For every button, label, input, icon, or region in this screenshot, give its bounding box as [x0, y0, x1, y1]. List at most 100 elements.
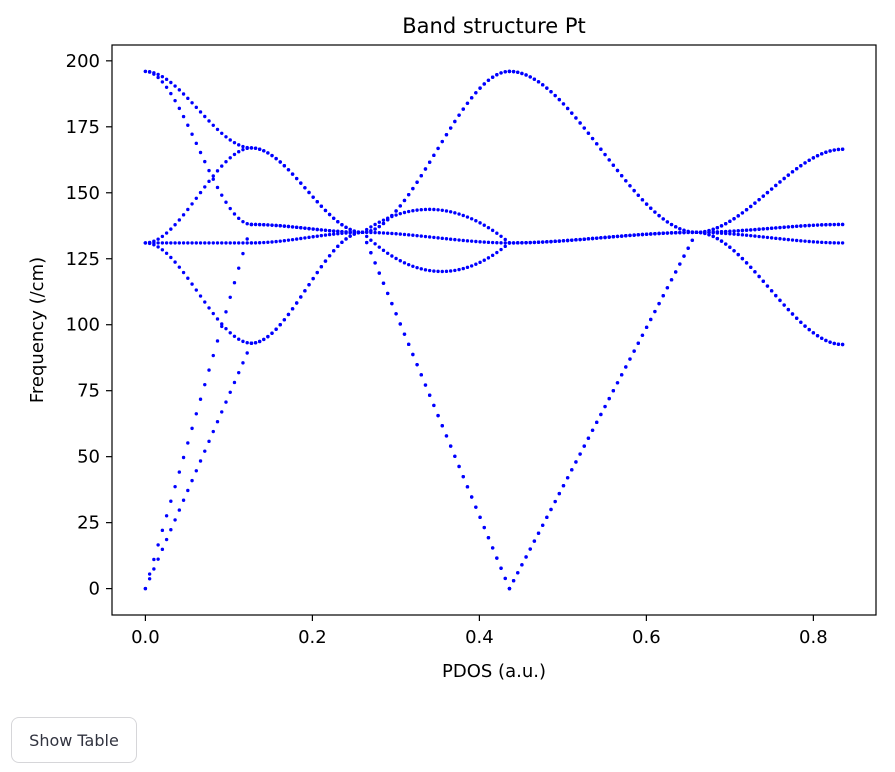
data-point [490, 546, 495, 550]
data-point [173, 241, 177, 245]
data-point [415, 265, 419, 270]
data-point [215, 339, 220, 343]
data-point [503, 576, 507, 581]
data-point [369, 251, 373, 255]
data-point [402, 210, 407, 215]
data-point [164, 537, 169, 542]
data-point [570, 238, 574, 242]
data-point [181, 455, 186, 460]
data-point [586, 131, 591, 135]
data-point [778, 180, 782, 184]
data-point [340, 240, 344, 245]
data-point [836, 241, 841, 245]
data-point [411, 233, 415, 237]
data-point [237, 241, 241, 245]
data-point [836, 222, 841, 227]
data-point [636, 341, 640, 345]
data-point [160, 528, 165, 533]
data-point [173, 260, 177, 264]
data-point [270, 223, 274, 227]
data-point [249, 146, 254, 150]
data-point [582, 444, 586, 448]
data-point [828, 241, 832, 245]
data-point [440, 269, 444, 274]
data-point [190, 241, 194, 245]
data-point [232, 281, 237, 285]
data-point [164, 241, 169, 245]
data-point [799, 164, 803, 168]
data-point [732, 229, 736, 233]
data-point [169, 241, 173, 245]
data-point [724, 242, 728, 246]
data-point [490, 75, 495, 79]
data-point [615, 381, 620, 385]
data-point [232, 152, 237, 157]
data-point [636, 193, 640, 198]
data-point [828, 340, 832, 344]
data-point [453, 237, 457, 242]
data-point [203, 114, 207, 119]
data-point [377, 220, 381, 224]
data-point [394, 232, 398, 236]
data-point [290, 237, 295, 242]
data-point [294, 176, 299, 181]
data-point [765, 190, 770, 195]
data-point [715, 230, 720, 234]
data-point [665, 286, 670, 290]
data-point [406, 233, 411, 237]
data-point [507, 586, 512, 591]
data-point [503, 244, 507, 249]
data-point [570, 111, 574, 115]
data-point [220, 410, 224, 414]
data-point [160, 248, 165, 252]
data-point [381, 221, 386, 226]
data-point [761, 235, 765, 239]
data-point [599, 147, 603, 151]
data-point [732, 249, 736, 253]
data-point [224, 135, 228, 139]
data-point [190, 101, 194, 105]
data-point [570, 468, 574, 472]
data-point [628, 184, 632, 188]
data-point [419, 373, 423, 377]
data-point [390, 213, 394, 218]
y-tick-label: 100 [66, 315, 100, 336]
data-point [423, 268, 428, 272]
data-point [482, 223, 486, 227]
data-point [532, 240, 537, 245]
data-point [220, 241, 224, 245]
data-point [385, 291, 390, 296]
data-point [398, 259, 402, 263]
data-point [373, 242, 377, 246]
data-point [224, 241, 228, 245]
data-point [828, 149, 832, 153]
data-point [394, 312, 398, 316]
data-point [327, 254, 332, 258]
data-point [465, 239, 470, 243]
data-point [220, 193, 224, 197]
data-point [640, 333, 645, 337]
data-point [299, 236, 303, 241]
show-table-button[interactable]: Show Table [11, 717, 137, 763]
data-point [674, 225, 678, 229]
data-point [511, 69, 516, 74]
data-point [815, 334, 820, 338]
data-point [319, 228, 324, 232]
y-axis-ticks: 0 25 50 75 100 125 150 175 200 [66, 51, 112, 600]
data-point [194, 412, 198, 416]
data-point [753, 201, 757, 205]
data-point [390, 301, 394, 306]
data-point [228, 390, 232, 394]
data-point [761, 279, 765, 283]
data-point [786, 173, 791, 177]
data-point [228, 206, 232, 211]
data-point [211, 174, 215, 178]
data-point [299, 181, 303, 185]
data-point [740, 228, 745, 233]
data-point [553, 239, 557, 244]
data-point [619, 373, 624, 377]
data-point [728, 245, 732, 249]
data-point [364, 227, 369, 232]
data-point [373, 227, 377, 231]
data-point [282, 318, 287, 322]
